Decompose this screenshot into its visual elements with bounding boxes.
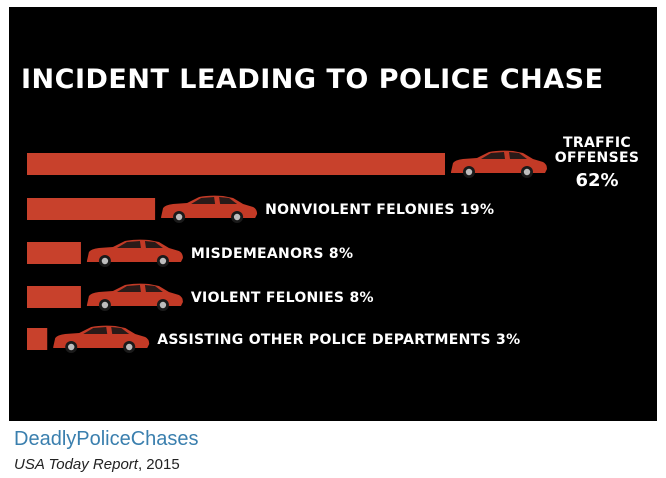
chart-title: INCIDENT LEADING TO POLICE CHASE [21,64,604,95]
source-citation: USA Today Report, 2015 [14,456,180,473]
infographic-panel: INCIDENT LEADING TO POLICE CHASE TRAFFIC… [9,7,657,421]
car-icon [451,150,547,178]
bar-label: MISDEMEANORS 8% [191,246,353,262]
bar-label-line: OFFENSES [555,150,639,166]
bar-assisting-other-police-departments [27,328,48,350]
bar-traffic-offenses [27,153,445,175]
bar-chart: INCIDENT LEADING TO POLICE CHASE TRAFFIC… [21,64,639,353]
bar-label: NONVIOLENT FELONIES 19% [265,202,494,218]
source-year: , 2015 [137,456,180,473]
bar-label: ASSISTING OTHER POLICE DEPARTMENTS 3% [157,332,520,348]
bar-nonviolent-felonies [27,198,156,220]
bar-value-label: 62% [575,170,618,191]
bar-label-line: TRAFFIC [563,135,631,151]
bar-misdemeanors [27,242,81,264]
car-icon [86,283,183,311]
source-title: USA Today Report [14,456,138,473]
bar-violent-felonies [27,286,81,308]
source-link[interactable]: DeadlyPoliceChases [14,428,199,450]
car-icon [86,239,183,267]
car-icon [161,195,258,223]
bar-label: VIOLENT FELONIES 8% [191,290,374,306]
car-icon [53,325,150,353]
